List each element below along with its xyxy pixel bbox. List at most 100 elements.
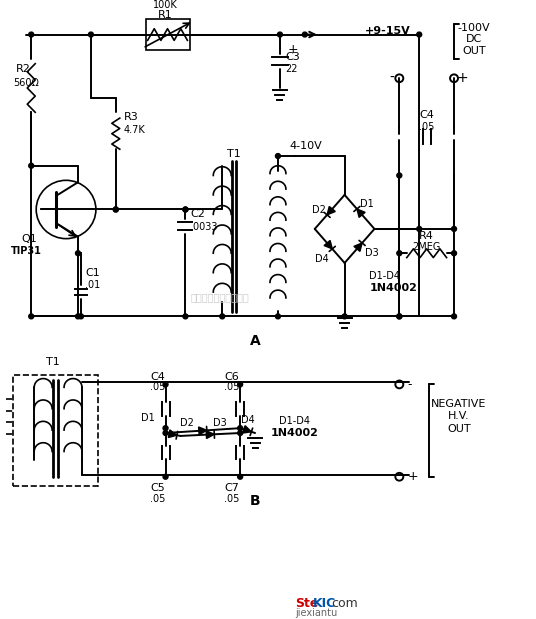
Text: Q1: Q1	[21, 233, 37, 244]
Text: 2MEG: 2MEG	[413, 243, 441, 253]
Circle shape	[76, 251, 80, 256]
Text: .05: .05	[150, 494, 165, 504]
Polygon shape	[168, 430, 177, 438]
Bar	[13, 374, 98, 487]
Text: C4: C4	[150, 371, 165, 382]
Polygon shape	[206, 431, 214, 438]
Circle shape	[276, 154, 280, 158]
Text: C3: C3	[285, 52, 300, 62]
Circle shape	[183, 207, 188, 212]
Text: T1: T1	[46, 357, 60, 367]
Text: DC: DC	[466, 35, 482, 45]
Circle shape	[276, 314, 280, 319]
Text: C2: C2	[190, 209, 205, 219]
Text: 1N4002: 1N4002	[369, 284, 418, 293]
Text: 22: 22	[285, 64, 297, 74]
Polygon shape	[324, 240, 332, 249]
Text: C5: C5	[150, 483, 165, 493]
Text: D2: D2	[312, 205, 326, 215]
Text: C1: C1	[85, 267, 100, 278]
Text: .05: .05	[225, 383, 240, 392]
Circle shape	[278, 32, 282, 37]
Circle shape	[183, 207, 188, 212]
Circle shape	[451, 314, 457, 319]
Text: +: +	[288, 43, 299, 56]
Circle shape	[113, 207, 118, 212]
Circle shape	[76, 314, 80, 319]
Circle shape	[29, 163, 34, 168]
Polygon shape	[199, 427, 207, 435]
Text: D1-D4: D1-D4	[279, 416, 310, 426]
Text: 杭州特睽科技有限公司: 杭州特睽科技有限公司	[191, 292, 250, 302]
Bar	[146, 19, 190, 50]
Text: R4: R4	[419, 231, 434, 241]
Text: B: B	[250, 494, 260, 508]
Text: .0033: .0033	[190, 222, 218, 232]
Text: .01: .01	[85, 280, 100, 290]
Text: D3: D3	[213, 418, 227, 428]
Text: jiexiantu: jiexiantu	[295, 608, 337, 618]
Text: D3: D3	[365, 248, 379, 258]
Text: .05: .05	[419, 122, 434, 132]
Text: R3: R3	[124, 112, 138, 122]
Text: R1: R1	[158, 10, 173, 20]
Text: KIC: KIC	[313, 597, 336, 610]
Text: D1: D1	[360, 199, 374, 209]
Circle shape	[397, 251, 402, 256]
Text: D2: D2	[181, 418, 195, 428]
Text: Ste: Ste	[295, 597, 318, 610]
Text: 560Ω: 560Ω	[13, 78, 39, 88]
Polygon shape	[243, 426, 251, 433]
Text: 1N4002: 1N4002	[271, 428, 319, 438]
Polygon shape	[327, 206, 336, 215]
Text: .05: .05	[225, 494, 240, 504]
Text: NEGATIVE: NEGATIVE	[431, 399, 487, 409]
Circle shape	[220, 314, 225, 319]
Text: H.V.: H.V.	[448, 412, 470, 422]
Text: 100K: 100K	[153, 1, 178, 11]
Circle shape	[237, 431, 243, 435]
Text: R2: R2	[16, 64, 31, 74]
Circle shape	[163, 431, 168, 435]
Circle shape	[88, 32, 93, 37]
Text: C4: C4	[419, 110, 434, 120]
Text: +9-15V: +9-15V	[364, 25, 410, 36]
Text: -: -	[389, 71, 394, 85]
Text: 4-10V: 4-10V	[290, 141, 323, 151]
Polygon shape	[354, 243, 362, 251]
Text: 4.7K: 4.7K	[124, 125, 145, 135]
Text: .05: .05	[150, 383, 165, 392]
Circle shape	[237, 382, 243, 387]
Circle shape	[113, 207, 118, 212]
Circle shape	[163, 474, 168, 479]
Circle shape	[451, 251, 457, 256]
Text: OUT: OUT	[462, 46, 486, 56]
Text: +: +	[407, 470, 418, 483]
Text: D4: D4	[316, 254, 329, 264]
Circle shape	[29, 314, 34, 319]
Text: D1-D4: D1-D4	[369, 271, 400, 280]
Text: +: +	[456, 71, 468, 85]
Circle shape	[397, 314, 402, 319]
Circle shape	[416, 32, 422, 37]
Circle shape	[237, 474, 243, 479]
Circle shape	[78, 314, 84, 319]
Circle shape	[302, 32, 307, 37]
Text: TIP31: TIP31	[11, 246, 42, 256]
Circle shape	[342, 314, 347, 319]
Text: C7: C7	[225, 483, 240, 493]
Circle shape	[237, 426, 243, 431]
Circle shape	[397, 173, 402, 178]
Circle shape	[163, 382, 168, 387]
Circle shape	[183, 314, 188, 319]
Text: OUT: OUT	[447, 424, 471, 434]
Text: T1: T1	[227, 149, 241, 159]
Text: com: com	[332, 597, 359, 610]
Text: -100V: -100V	[458, 23, 490, 33]
Circle shape	[416, 227, 422, 232]
Circle shape	[163, 426, 168, 431]
Circle shape	[397, 314, 402, 319]
Circle shape	[451, 227, 457, 232]
Text: D4: D4	[241, 415, 255, 425]
Text: A: A	[250, 334, 260, 348]
